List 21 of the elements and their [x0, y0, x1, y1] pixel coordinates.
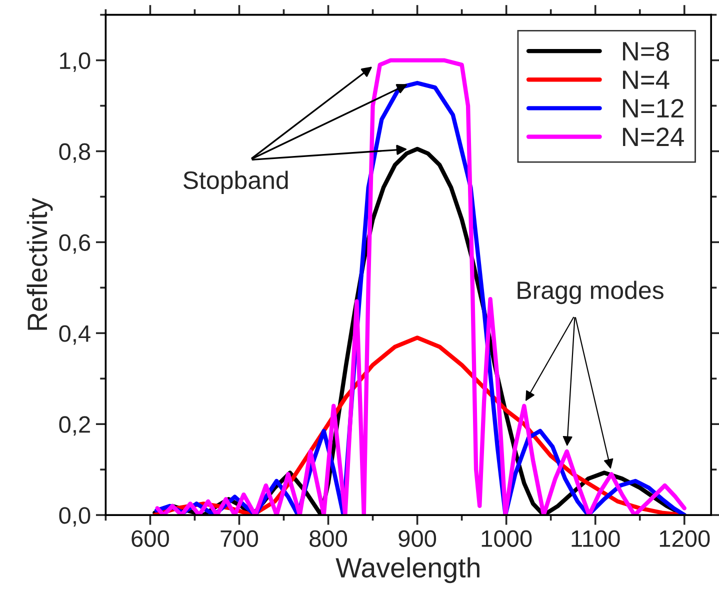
y-tick-label: 0,8 — [59, 143, 90, 163]
y-tick-label: 0,6 — [59, 234, 90, 254]
y-tick-label: 0,2 — [59, 416, 90, 436]
x-tick-label: 1100 — [572, 530, 620, 547]
y-tick-label: 1,0 — [60, 52, 90, 72]
x-tick-label: 1200 — [660, 530, 710, 547]
y-tick-label: 0,0 — [59, 507, 90, 527]
legend-label: N=4 — [623, 70, 670, 89]
x-axis-title: Wavelength — [336, 557, 480, 584]
x-tick-label: 800 — [310, 530, 348, 547]
legend-label: N=12 — [623, 99, 684, 118]
annotation: Stopband — [183, 170, 288, 194]
x-tick-label: 1000 — [482, 530, 532, 547]
legend-label: N=24 — [623, 128, 684, 146]
y-tick-label: 0,4 — [59, 325, 90, 345]
y-axis-title: Reflectivity — [26, 198, 53, 330]
x-tick-label: 900 — [398, 530, 436, 547]
annotation: Bragg modes — [518, 280, 664, 304]
x-tick-label: 700 — [220, 530, 258, 547]
x-tick-label: 600 — [132, 530, 169, 547]
legend-label: N=8 — [623, 42, 669, 61]
